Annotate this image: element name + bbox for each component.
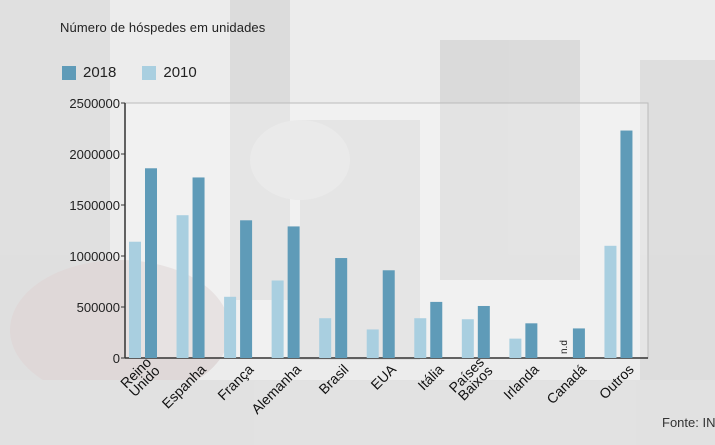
y-tick-label: 2500000 xyxy=(69,96,120,111)
annotation-nd: n.d xyxy=(559,340,570,354)
bar-2010 xyxy=(224,296,237,358)
y-tick-label: 1500000 xyxy=(69,198,120,213)
legend-item-2010: 2010 xyxy=(142,64,197,81)
chart-title: Número de hóspedes em unidades xyxy=(60,20,266,35)
legend: 2018 2010 xyxy=(62,64,223,81)
bar-2010 xyxy=(509,338,522,358)
legend-label-2018: 2018 xyxy=(83,64,117,81)
category-label: Canadá xyxy=(543,361,589,407)
category-label-line: Canadá xyxy=(543,361,589,407)
bar-2018 xyxy=(430,301,443,358)
bar-2018 xyxy=(287,226,300,358)
bar-2018 xyxy=(192,177,205,358)
bar-2018 xyxy=(525,323,538,358)
y-tick-label: 2000000 xyxy=(69,147,120,162)
bar-2018 xyxy=(335,258,348,358)
category-label: Itália xyxy=(414,361,446,393)
bar-2018 xyxy=(572,328,585,358)
category-label-line: Irlanda xyxy=(500,361,542,403)
bar-2010 xyxy=(366,329,379,358)
legend-item-2018: 2018 xyxy=(62,64,116,81)
category-label: EUA xyxy=(367,361,399,393)
bar-2010 xyxy=(414,318,427,358)
bar-2010 xyxy=(461,319,474,358)
bar-2010 xyxy=(129,241,141,358)
legend-swatch-2018 xyxy=(62,65,76,80)
category-label: Irlanda xyxy=(500,361,542,403)
category-label-line: Itália xyxy=(414,361,446,393)
bar-2018 xyxy=(477,305,490,358)
y-tick-label: 500000 xyxy=(77,300,120,315)
bar-2018 xyxy=(240,220,253,358)
category-label: Alemanha xyxy=(248,361,304,417)
source-note: Fonte: IN xyxy=(662,415,715,430)
category-label: Outros xyxy=(596,361,637,402)
category-label-line: Outros xyxy=(596,361,637,402)
category-label-line: França xyxy=(214,361,256,403)
bar-2018 xyxy=(382,270,395,358)
bar-2010 xyxy=(176,215,189,358)
bar-2018 xyxy=(145,168,157,358)
category-label: Espanha xyxy=(159,361,210,412)
bar-2010 xyxy=(271,280,284,358)
legend-label-2010: 2010 xyxy=(163,64,197,81)
category-label-line: Alemanha xyxy=(248,361,304,417)
category-label: Brasil xyxy=(315,361,351,397)
y-tick-label: 0 xyxy=(113,351,120,366)
category-label-line: Espanha xyxy=(159,361,210,412)
category-label-line: EUA xyxy=(367,361,399,393)
legend-swatch-2010 xyxy=(142,65,157,80)
y-tick-label: 1000000 xyxy=(69,249,120,264)
category-label: ReinoUnido xyxy=(117,354,163,400)
bar-2018 xyxy=(620,130,633,358)
category-label-line: Brasil xyxy=(315,361,351,397)
category-label: França xyxy=(214,361,256,403)
bar-2010 xyxy=(604,245,617,358)
category-label: PaísesBaixos xyxy=(446,354,496,404)
bar-2010 xyxy=(319,318,332,358)
